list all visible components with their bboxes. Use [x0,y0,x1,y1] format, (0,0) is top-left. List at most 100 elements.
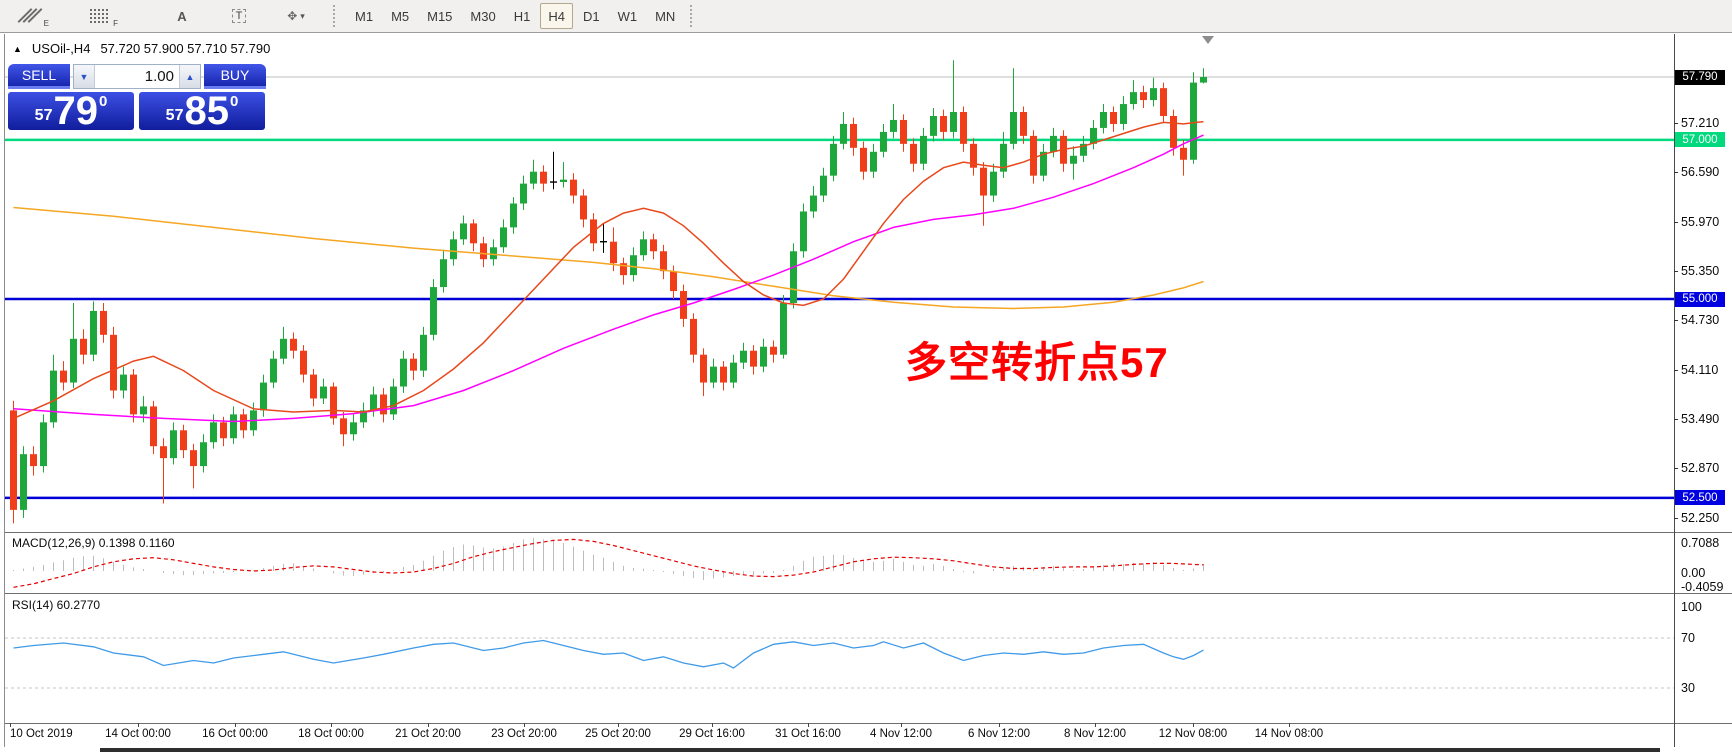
rsi-level-label: 100 [1681,600,1702,614]
sell-button[interactable]: SELL [8,64,70,89]
macd-pane[interactable] [5,534,1674,592]
price-axis-label: 52.250 [1681,510,1720,525]
price-axis-label: 52.870 [1681,461,1720,476]
symbol-title: USOil-,H4 [31,41,91,56]
text-tool-button[interactable]: A [160,2,204,30]
chevron-down-icon: ▾ [300,10,305,21]
arrow-tools-icon: ✥ [287,9,298,23]
time-axis-label: 21 Oct 20:00 [395,728,461,740]
price-axis-tick [1674,172,1678,174]
rsi-level-label: 70 [1681,631,1695,645]
chart-shift-marker[interactable] [1202,36,1214,44]
window-left-border [4,34,5,747]
fibonacci-icon [90,9,108,23]
chart-annotation: 多空转折点57 [905,339,1169,386]
buy-price-panel[interactable]: 57 85 0 [139,89,265,133]
time-axis-tick [1095,723,1096,727]
price-badge: 57.790 [1675,69,1725,85]
pane-separator[interactable] [5,593,1732,594]
timeframe-d1[interactable]: D1 [582,8,600,24]
price-axis-tick [1674,369,1678,371]
time-axis-tick [808,723,809,727]
price-axis-tick [1674,320,1678,322]
buy-price-big: 85 [184,89,229,133]
time-axis-label: 25 Oct 20:00 [585,728,651,740]
timeframe-m1[interactable]: M1 [355,8,374,24]
macd-label: MACD(12,26,9) 0.1398 0.1160 [12,536,175,550]
time-axis-label: 31 Oct 16:00 [775,728,841,740]
price-axis-label: 54.110 [1681,362,1719,377]
timeframe-m15[interactable]: M15 [427,8,453,24]
arrow-tools-button[interactable]: ✥ ▾ [274,2,318,30]
timeframe-toolbar: M1 M5 M15 M30 H1 H4 D1 W1 MN [346,3,684,29]
time-axis-label: 4 Nov 12:00 [869,728,933,740]
volume-input[interactable] [95,65,179,88]
bottom-docked-window-edge [100,748,1660,752]
timeframe-m30[interactable]: M30 [470,8,496,24]
macd-level-label: 0.7088 [1681,536,1720,550]
equidistant-channel-icon [17,8,43,24]
time-axis-label: 14 Oct 00:00 [105,728,171,740]
sell-price-superscript: 0 [98,93,108,110]
price-badge: 52.500 [1675,490,1725,506]
volume-increase-button[interactable]: ▲ [179,65,200,88]
fibonacci-button[interactable]: F [77,2,121,30]
time-axis-tick [524,723,525,727]
time-axis-label: 10 Oct 2019 [10,728,73,740]
time-axis-label: 12 Nov 08:00 [1158,728,1228,740]
price-axis-label: 57.210 [1681,116,1720,131]
timeframe-h4[interactable]: H4 [540,3,573,29]
pane-separator [5,723,1732,724]
time-axis-label: 6 Nov 12:00 [967,728,1031,740]
price-axis-tick [1674,271,1678,273]
timeframe-w1[interactable]: W1 [617,8,638,24]
buy-price-superscript: 0 [229,93,239,110]
time-axis-label: 23 Oct 20:00 [491,728,557,740]
sell-price-prefix: 57 [34,107,53,124]
price-axis-label: 55.970 [1681,214,1720,229]
price-axis-label: 54.730 [1681,313,1720,328]
time-axis-tick [10,723,11,727]
top-toolbar: E F A T ✥ ▾ M1 M5 M15 M30 H1 H4 D1 W1 MN [0,0,1732,33]
pane-separator[interactable] [5,532,1732,533]
time-axis-label: 14 Nov 08:00 [1254,728,1324,740]
text-icon: A [177,8,187,24]
price-axis-tick [1674,419,1678,421]
equidistant-channel-button[interactable]: E [8,2,52,30]
toolbar-separator [333,5,340,27]
timeframe-mn[interactable]: MN [655,8,676,24]
time-axis-tick [331,723,332,727]
time-axis-label: 18 Oct 00:00 [298,728,364,740]
price-axis-tick [1674,468,1678,470]
price-axis-tick [1674,123,1678,125]
collapse-panel-arrow[interactable]: ▲ [13,43,22,54]
volume-stepper: ▼ ▲ [73,64,201,89]
price-axis-tick [1674,517,1678,519]
tool-glyph: F [113,19,118,28]
sell-price-panel[interactable]: 57 79 0 [8,89,134,133]
buy-price-prefix: 57 [165,107,184,124]
price-badge: 55.000 [1675,291,1725,307]
tool-glyph: E [43,19,49,28]
time-axis-tick [618,723,619,727]
rsi-pane[interactable] [5,595,1674,723]
rsi-label: RSI(14) 60.2770 [12,598,101,612]
price-axis-border [1674,34,1675,747]
buy-button[interactable]: BUY [204,64,266,89]
timeframe-m5[interactable]: M5 [391,8,410,24]
volume-decrease-button[interactable]: ▼ [74,65,95,88]
price-axis-label: 56.590 [1681,165,1720,180]
timeframe-h1[interactable]: H1 [513,8,531,24]
text-label-button[interactable]: T [217,2,261,30]
time-axis-label: 16 Oct 00:00 [202,728,268,740]
time-axis-tick [138,723,139,727]
time-axis-tick [428,723,429,727]
rsi-level-label: 30 [1681,681,1695,695]
time-axis-tick [712,723,713,727]
one-click-trading-panel: SELL ▼ ▲ BUY 57 79 0 57 85 0 [8,64,266,133]
macd-level-label: 0.00 [1681,566,1706,580]
time-axis-tick [235,723,236,727]
sell-price-big: 79 [53,89,98,133]
main-chart-pane[interactable] [5,35,1674,532]
